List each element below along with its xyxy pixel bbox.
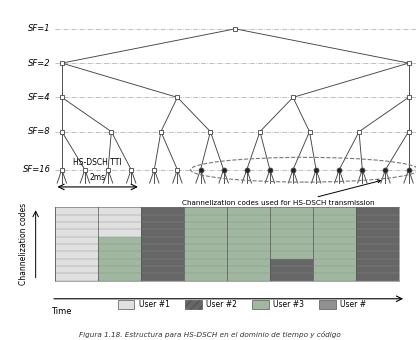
Text: 2ms: 2ms <box>89 173 106 182</box>
Bar <box>98 207 141 237</box>
Text: User #3: User #3 <box>273 300 304 309</box>
Text: SF=4: SF=4 <box>29 93 51 102</box>
Bar <box>270 259 313 280</box>
Text: User #: User # <box>340 300 366 309</box>
Text: User #1: User #1 <box>139 300 170 309</box>
Text: SF=1: SF=1 <box>29 24 51 33</box>
Bar <box>141 207 184 280</box>
Text: SF=8: SF=8 <box>29 127 51 136</box>
Bar <box>184 207 227 280</box>
Text: User #2: User #2 <box>206 300 237 309</box>
Text: SF=16: SF=16 <box>23 165 51 174</box>
Bar <box>55 207 98 280</box>
Bar <box>356 207 399 280</box>
Bar <box>98 237 141 280</box>
Bar <box>270 207 313 259</box>
Text: Figura 1.18. Estructura para HS-DSCH en el dominio de tiempo y código: Figura 1.18. Estructura para HS-DSCH en … <box>79 330 341 338</box>
Text: Channelization codes: Channelization codes <box>19 203 28 285</box>
Text: HS-DSCH TTI: HS-DSCH TTI <box>74 158 122 167</box>
Text: Channelization codes used for HS-DSCH transmission
(10 in this example): Channelization codes used for HS-DSCH tr… <box>182 180 381 214</box>
Bar <box>227 207 270 280</box>
Text: SF=2: SF=2 <box>29 58 51 68</box>
Bar <box>313 207 356 280</box>
Text: Time: Time <box>51 307 72 316</box>
